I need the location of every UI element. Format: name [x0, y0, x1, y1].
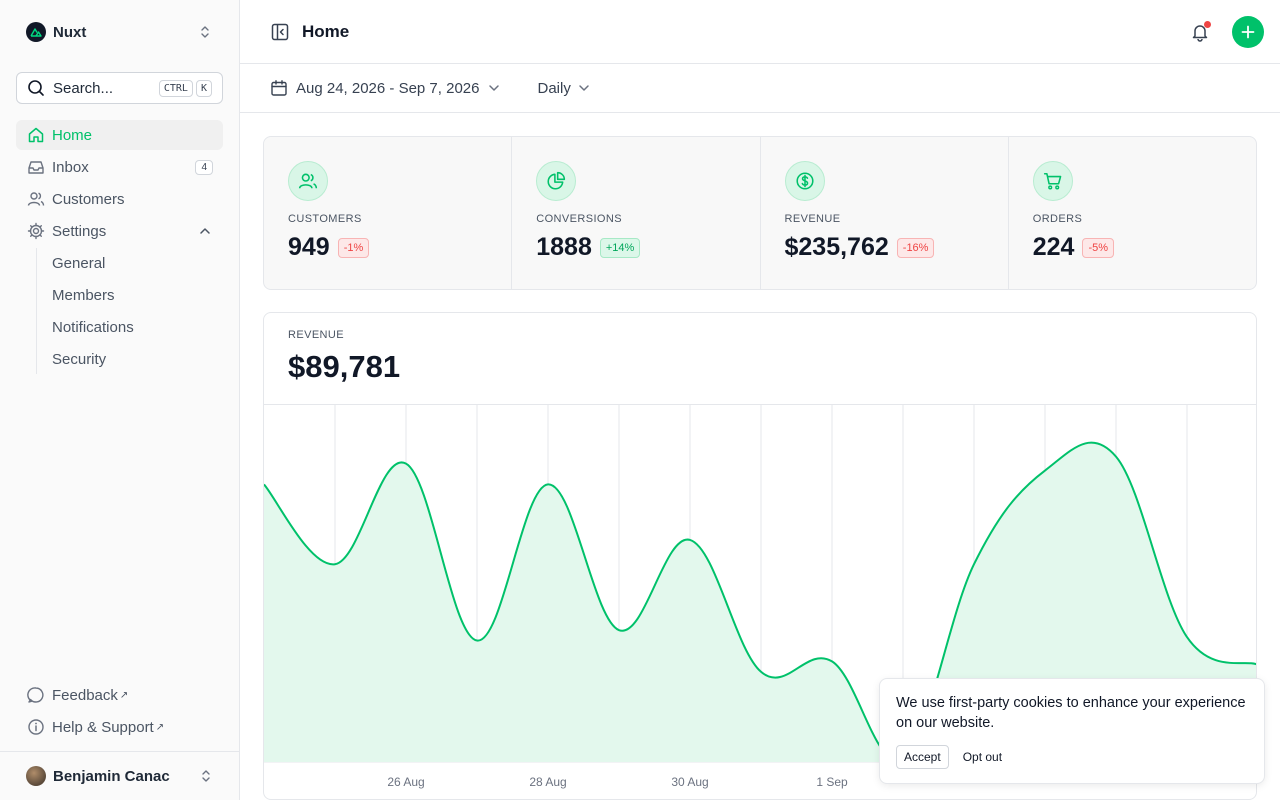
nuxt-logo-icon [26, 22, 46, 42]
sidebar-item-general[interactable]: General [37, 248, 223, 278]
sidebar-item-notifications[interactable]: Notifications [37, 312, 223, 342]
x-tick-label: 28 Aug [529, 775, 566, 789]
team-name: Nuxt [53, 23, 87, 41]
cookie-banner: We use first-party cookies to enhance yo… [879, 678, 1265, 784]
stat-change-badge: -5% [1082, 237, 1115, 258]
inbox-count-badge: 4 [195, 159, 213, 175]
search-icon [28, 80, 44, 96]
sidebar-item-label: Inbox [52, 158, 89, 176]
sidebar-footer-links: Feedback ↗ Help & Support ↗ [16, 680, 223, 744]
period-label: Daily [537, 79, 571, 97]
sidebar-item-members[interactable]: Members [37, 280, 223, 310]
sidebar-item-label: Settings [52, 222, 107, 240]
plus-icon [1241, 25, 1255, 38]
help-support-label: Help & Support [52, 718, 154, 736]
sidebar-item-security[interactable]: Security [37, 344, 223, 374]
revenue-value: $89,781 [288, 349, 401, 384]
sidebar-item-home[interactable]: Home [16, 120, 223, 150]
calendar-icon [271, 80, 287, 96]
stat-caption: CONVERSIONS [536, 213, 622, 225]
sidebar-item-settings[interactable]: Settings [16, 216, 223, 246]
chevron-up-down-icon [201, 26, 209, 38]
collapse-sidebar-button[interactable] [270, 22, 290, 42]
external-link-icon: ↗ [119, 689, 129, 701]
sidebar: Nuxt Search... CTRL K Home Inbox 4 Custo… [0, 0, 240, 800]
stat-change-badge: +14% [599, 237, 641, 258]
x-tick-label: 1 Sep [816, 775, 848, 789]
opt-out-button[interactable]: Opt out [962, 750, 1003, 764]
stat-caption: REVENUE [784, 213, 841, 225]
stat-value: $235,762 [784, 233, 889, 261]
feedback-link[interactable]: Feedback ↗ [16, 680, 223, 710]
date-range-picker[interactable]: Aug 24, 2026 - Sep 7, 2026 [270, 79, 501, 97]
users-icon [288, 161, 328, 201]
period-select[interactable]: Daily [537, 80, 590, 97]
sidebar-item-label: Security [52, 350, 107, 368]
info-icon [26, 717, 46, 737]
stat-orders[interactable]: ORDERS 224 -5% [1009, 137, 1256, 289]
sidebar-item-customers[interactable]: Customers [16, 184, 223, 214]
notifications-button[interactable] [1188, 20, 1212, 44]
date-range-label: Aug 24, 2026 - Sep 7, 2026 [296, 79, 480, 97]
stat-change-badge: -1% [337, 237, 370, 258]
user-menu[interactable]: Benjamin Canac [0, 751, 240, 800]
stat-caption: CUSTOMERS [288, 213, 362, 225]
sidebar-collapse-icon [271, 23, 289, 40]
accept-cookies-button[interactable]: Accept [896, 745, 949, 769]
users-icon [26, 189, 46, 209]
cart-icon [1032, 161, 1073, 201]
bell-icon [1192, 24, 1208, 42]
x-tick-label: 26 Aug [387, 775, 424, 789]
chat-bubble-icon [26, 685, 46, 705]
revenue-line [264, 441, 1256, 762]
stat-customers[interactable]: CUSTOMERS 949 -1% [264, 137, 513, 289]
team-switcher[interactable]: Nuxt [16, 14, 223, 50]
chevron-up-down-icon [202, 770, 210, 782]
feedback-label: Feedback [52, 686, 118, 704]
external-link-icon: ↗ [155, 721, 165, 733]
search-button[interactable]: Search... CTRL K [16, 72, 223, 104]
sidebar-item-label: Customers [52, 190, 125, 208]
home-icon [26, 125, 46, 145]
kbd-ctrl: CTRL [158, 79, 193, 97]
user-name: Benjamin Canac [53, 767, 170, 785]
add-button[interactable] [1232, 15, 1264, 48]
inbox-icon [26, 157, 46, 177]
sidebar-nav: Home Inbox 4 Customers Settings General … [16, 120, 223, 376]
gear-icon [26, 221, 46, 241]
stat-change-badge: -16% [896, 237, 935, 258]
notification-dot [1204, 20, 1211, 28]
toolbar: Aug 24, 2026 - Sep 7, 2026 Daily [240, 64, 1280, 113]
sidebar-item-label: Members [52, 286, 115, 304]
cookie-message: We use first-party cookies to enhance yo… [896, 695, 1246, 731]
revenue-caption: REVENUE [288, 329, 344, 341]
sidebar-item-inbox[interactable]: Inbox 4 [16, 152, 223, 182]
stat-value: 949 [288, 233, 330, 261]
stat-value: 224 [1032, 233, 1075, 261]
chevron-down-icon [489, 85, 500, 91]
stat-value: 1888 [536, 233, 592, 261]
stat-caption: ORDERS [1032, 213, 1083, 225]
chevron-down-icon [579, 85, 589, 91]
help-support-link[interactable]: Help & Support ↗ [16, 712, 223, 742]
x-tick-label: 30 Aug [671, 775, 708, 789]
sidebar-item-label: General [52, 254, 106, 272]
revenue-card-header: REVENUE $89,781 [264, 313, 1256, 405]
stat-revenue[interactable]: REVENUE $235,762 -16% [761, 137, 1009, 289]
page-title: Home [302, 21, 350, 41]
stats-row: CUSTOMERS 949 -1% CONVERSIONS 1888 +14% … [263, 136, 1257, 290]
sidebar-item-label: Home [52, 126, 93, 144]
kbd-k: K [195, 79, 212, 97]
stat-conversions[interactable]: CONVERSIONS 1888 +14% [512, 137, 761, 289]
chevron-up-icon [200, 228, 210, 234]
top-bar: Home [240, 0, 1280, 64]
settings-submenu: General Members Notifications Security [36, 248, 223, 374]
avatar [26, 766, 46, 786]
sidebar-item-label: Notifications [52, 318, 134, 336]
search-label: Search... [53, 79, 114, 97]
dollar-icon [784, 161, 825, 201]
pie-chart-icon [536, 161, 577, 201]
